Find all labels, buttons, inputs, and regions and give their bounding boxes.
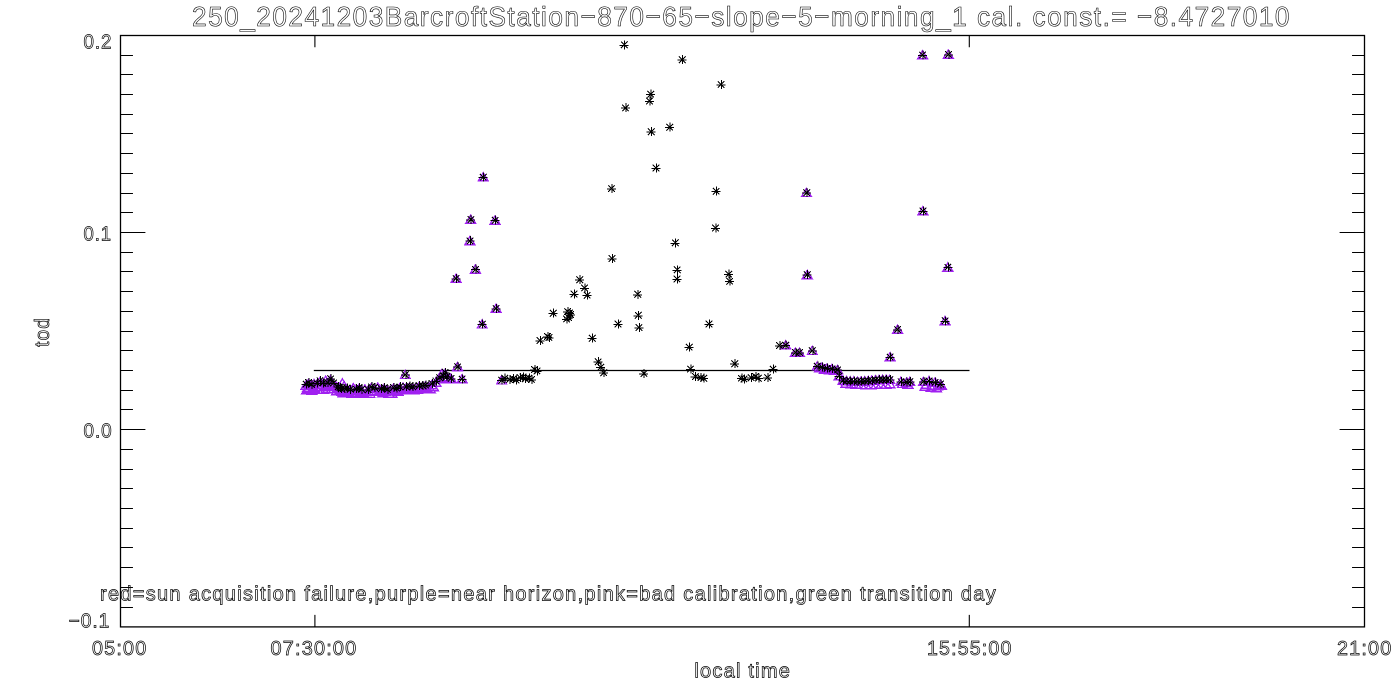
svg-text:250_20241203BarcroftStation−87: 250_20241203BarcroftStation−870−65−slope… (192, 0, 1291, 32)
svg-text:red=sun acquisition failure,pu: red=sun acquisition failure,purple=near … (100, 584, 997, 606)
svg-text:0.2: 0.2 (84, 32, 113, 54)
svg-text:15:55:00: 15:55:00 (927, 638, 1013, 660)
svg-text:−0.1: −0.1 (69, 611, 111, 633)
svg-text:0.0: 0.0 (84, 421, 113, 443)
svg-text:21:00: 21:00 (1337, 638, 1392, 660)
svg-text:tod: tod (32, 317, 54, 347)
svg-text:07:30:00: 07:30:00 (271, 638, 358, 660)
svg-text:0.1: 0.1 (84, 224, 113, 246)
svg-text:local time: local time (694, 661, 791, 683)
svg-text:05:00: 05:00 (92, 638, 147, 660)
